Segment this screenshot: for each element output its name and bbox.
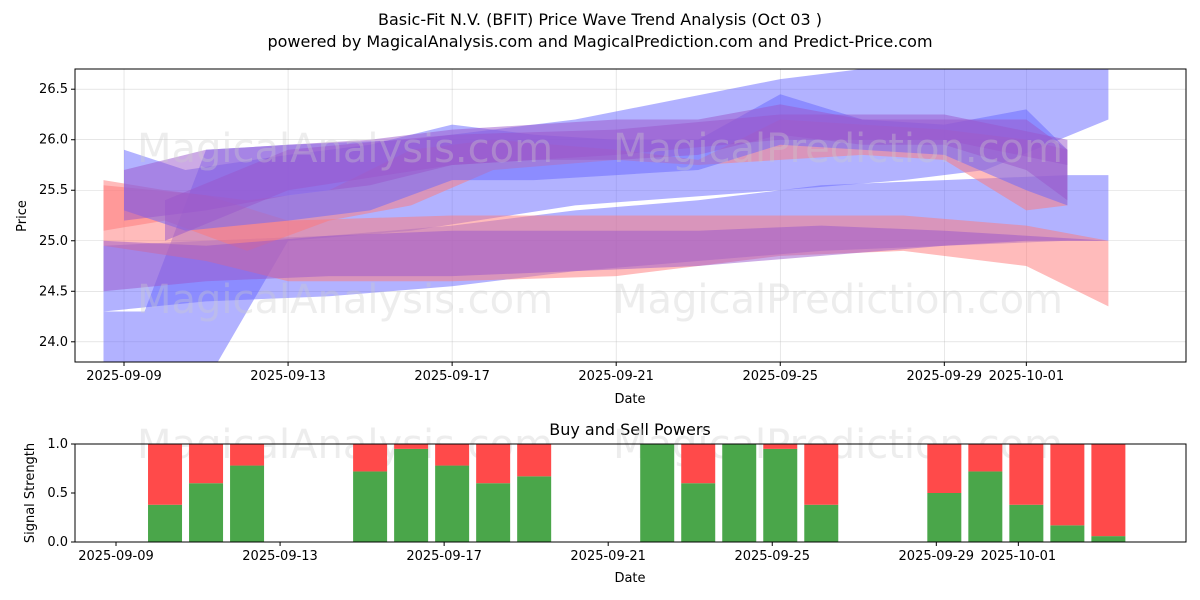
price-plot-frame	[74, 68, 1187, 363]
buy-bar-2025-09-19	[517, 476, 552, 542]
price-y-tick-label: 26.5	[39, 82, 68, 97]
sell-bar-2025-09-25	[763, 444, 798, 449]
sell-bar-2025-10-01	[1009, 444, 1044, 505]
price-band-purple-7	[165, 114, 1068, 241]
buy-bar-2025-10-02	[1050, 525, 1085, 542]
sell-bar-2025-09-17	[435, 444, 470, 466]
sell-bar-2025-09-11	[189, 444, 224, 484]
price-bands	[103, 69, 1109, 362]
price-band-red-3	[103, 119, 1068, 251]
signal-x-tick-label: 2025-09-29	[899, 549, 975, 564]
buy-bar-2025-09-16	[394, 448, 429, 542]
signal-x-tick-label: 2025-09-25	[734, 549, 810, 564]
price-x-tick-label: 2025-09-09	[86, 369, 162, 384]
price-panel: MagicalAnalysis.com MagicalPrediction.co…	[15, 68, 1187, 407]
buy-bar-2025-09-29	[927, 493, 962, 542]
price-y-tick-label: 25.5	[39, 183, 68, 198]
buy-bar-2025-09-22	[640, 444, 675, 542]
sell-bar-2025-09-19	[517, 444, 552, 477]
buy-bar-2025-09-24	[722, 444, 757, 542]
sell-bar-2025-09-26	[804, 444, 839, 505]
sell-bar-2025-09-15	[353, 444, 388, 472]
price-x-tick-label: 2025-09-13	[250, 369, 326, 384]
buy-bar-2025-10-01	[1009, 504, 1044, 542]
buy-bar-2025-09-11	[189, 483, 224, 542]
price-x-tick-label: 2025-09-25	[742, 369, 818, 384]
sell-bar-2025-09-16	[394, 444, 429, 449]
buy-bar-2025-09-30	[968, 471, 1003, 542]
price-y-tick-label: 25.0	[39, 234, 68, 249]
chart-title: Basic-Fit N.V. (BFIT) Price Wave Trend A…	[378, 10, 822, 29]
signal-title: Buy and Sell Powers	[549, 420, 711, 439]
buy-bar-2025-09-26	[804, 504, 839, 542]
signal-y-tick-label: 0.5	[47, 486, 68, 501]
watermark-analysis-mid: MagicalAnalysis.com	[137, 277, 553, 323]
price-x-ticks: 2025-09-09 2025-09-13 2025-09-17 2025-09-21…	[86, 362, 1064, 384]
price-x-tick-label: 2025-09-17	[414, 369, 490, 384]
chart-subtitle: powered by MagicalAnalysis.com and Magic…	[267, 32, 932, 51]
sell-bar-2025-09-29	[927, 444, 962, 493]
watermark-analysis-top: MagicalAnalysis.com	[137, 126, 553, 172]
buy-bar-2025-09-15	[353, 471, 388, 542]
signal-x-tick-label: 2025-09-13	[242, 549, 318, 564]
sell-bar-2025-09-30	[968, 444, 1003, 472]
signal-x-ticks: 2025-09-09 2025-09-13 2025-09-17 2025-09-21…	[78, 542, 1056, 564]
price-y-tick-label: 26.0	[39, 133, 68, 148]
price-x-tick-label: 2025-10-01	[989, 369, 1065, 384]
price-x-tick-label: 2025-09-29	[907, 369, 983, 384]
buy-bar-2025-10-03	[1091, 536, 1126, 542]
buy-bar-2025-09-12	[230, 465, 265, 542]
sell-bar-2025-09-18	[476, 444, 511, 484]
buy-bar-2025-09-25	[763, 448, 798, 542]
signal-bars	[148, 444, 1126, 542]
signal-x-tick-label: 2025-09-09	[78, 549, 154, 564]
price-band-purple-6	[103, 225, 1109, 292]
buy-bar-2025-09-10	[148, 504, 183, 542]
sell-bar-2025-09-12	[230, 444, 265, 466]
signal-x-tick-label: 2025-09-17	[406, 549, 482, 564]
signal-panel: Buy and Sell Powers MagicalAnalysis.com …	[23, 420, 1187, 586]
price-x-axis-label: Date	[614, 392, 645, 407]
buy-bar-2025-09-23	[681, 483, 716, 542]
sell-bar-2025-10-03	[1091, 444, 1126, 537]
signal-x-axis-label: Date	[614, 571, 645, 586]
sell-bar-2025-10-02	[1050, 444, 1085, 526]
price-y-axis-label: Price	[15, 200, 30, 232]
watermark-prediction-top: MagicalPrediction.com	[613, 126, 1063, 172]
watermark-prediction-mid: MagicalPrediction.com	[613, 277, 1063, 323]
signal-x-tick-label: 2025-09-21	[570, 549, 646, 564]
buy-bar-2025-09-17	[435, 465, 470, 542]
price-x-tick-label: 2025-09-21	[578, 369, 654, 384]
price-y-tick-label: 24.0	[39, 335, 68, 350]
signal-y-tick-label: 1.0	[47, 437, 68, 452]
buy-bar-2025-09-18	[476, 483, 511, 542]
signal-y-tick-label: 0.0	[47, 535, 68, 550]
signal-y-ticks: 0.0 0.5 1.0	[47, 437, 75, 550]
signal-y-axis-label: Signal Strength	[23, 443, 38, 543]
price-y-ticks: 24.0 24.5 25.0 25.5 26.0 26.5	[39, 82, 75, 350]
price-y-tick-label: 24.5	[39, 284, 68, 299]
sell-bar-2025-09-23	[681, 444, 716, 484]
signal-x-tick-label: 2025-10-01	[981, 549, 1057, 564]
sell-bar-2025-09-10	[148, 444, 183, 505]
